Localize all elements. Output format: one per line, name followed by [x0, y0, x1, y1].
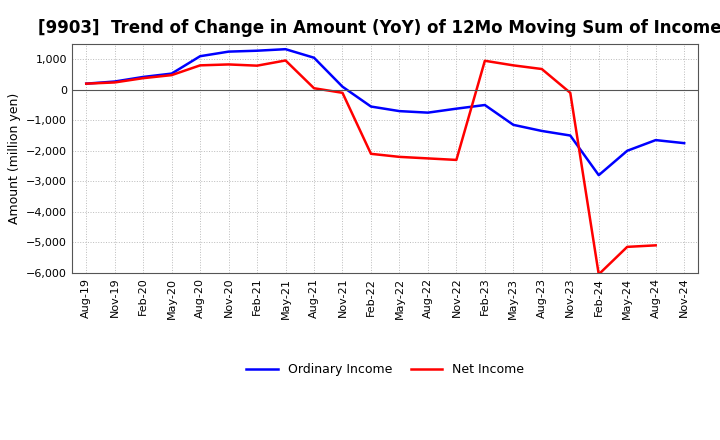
- Net Income: [310, 86, 318, 91]
- Net Income: [225, 62, 233, 67]
- Y-axis label: Amount (million yen): Amount (million yen): [8, 93, 21, 224]
- Net Income: [139, 76, 148, 81]
- Ordinary Income: [82, 81, 91, 86]
- Ordinary Income: [623, 148, 631, 154]
- Ordinary Income: [282, 47, 290, 52]
- Net Income: [167, 73, 176, 78]
- Net Income: [423, 156, 432, 161]
- Ordinary Income: [225, 49, 233, 54]
- Ordinary Income: [310, 55, 318, 60]
- Ordinary Income: [196, 54, 204, 59]
- Ordinary Income: [110, 79, 119, 84]
- Net Income: [480, 58, 489, 63]
- Ordinary Income: [452, 106, 461, 111]
- Ordinary Income: [480, 103, 489, 108]
- Net Income: [110, 80, 119, 85]
- Ordinary Income: [366, 104, 375, 109]
- Title: [9903]  Trend of Change in Amount (YoY) of 12Mo Moving Sum of Incomes: [9903] Trend of Change in Amount (YoY) o…: [38, 19, 720, 37]
- Legend: Ordinary Income, Net Income: Ordinary Income, Net Income: [241, 358, 529, 381]
- Ordinary Income: [423, 110, 432, 115]
- Ordinary Income: [395, 109, 404, 114]
- Net Income: [366, 151, 375, 157]
- Ordinary Income: [537, 128, 546, 134]
- Ordinary Income: [595, 172, 603, 178]
- Net Income: [652, 243, 660, 248]
- Net Income: [196, 63, 204, 68]
- Line: Ordinary Income: Ordinary Income: [86, 49, 684, 175]
- Net Income: [509, 63, 518, 68]
- Net Income: [338, 90, 347, 95]
- Net Income: [595, 271, 603, 277]
- Ordinary Income: [338, 84, 347, 89]
- Net Income: [282, 58, 290, 63]
- Net Income: [452, 157, 461, 162]
- Net Income: [566, 90, 575, 95]
- Ordinary Income: [509, 122, 518, 128]
- Ordinary Income: [167, 71, 176, 76]
- Ordinary Income: [680, 140, 688, 146]
- Ordinary Income: [652, 137, 660, 143]
- Ordinary Income: [139, 74, 148, 80]
- Line: Net Income: Net Income: [86, 60, 656, 274]
- Net Income: [537, 66, 546, 72]
- Ordinary Income: [566, 133, 575, 138]
- Net Income: [253, 63, 261, 68]
- Ordinary Income: [253, 48, 261, 53]
- Net Income: [82, 81, 91, 86]
- Net Income: [395, 154, 404, 160]
- Net Income: [623, 244, 631, 249]
